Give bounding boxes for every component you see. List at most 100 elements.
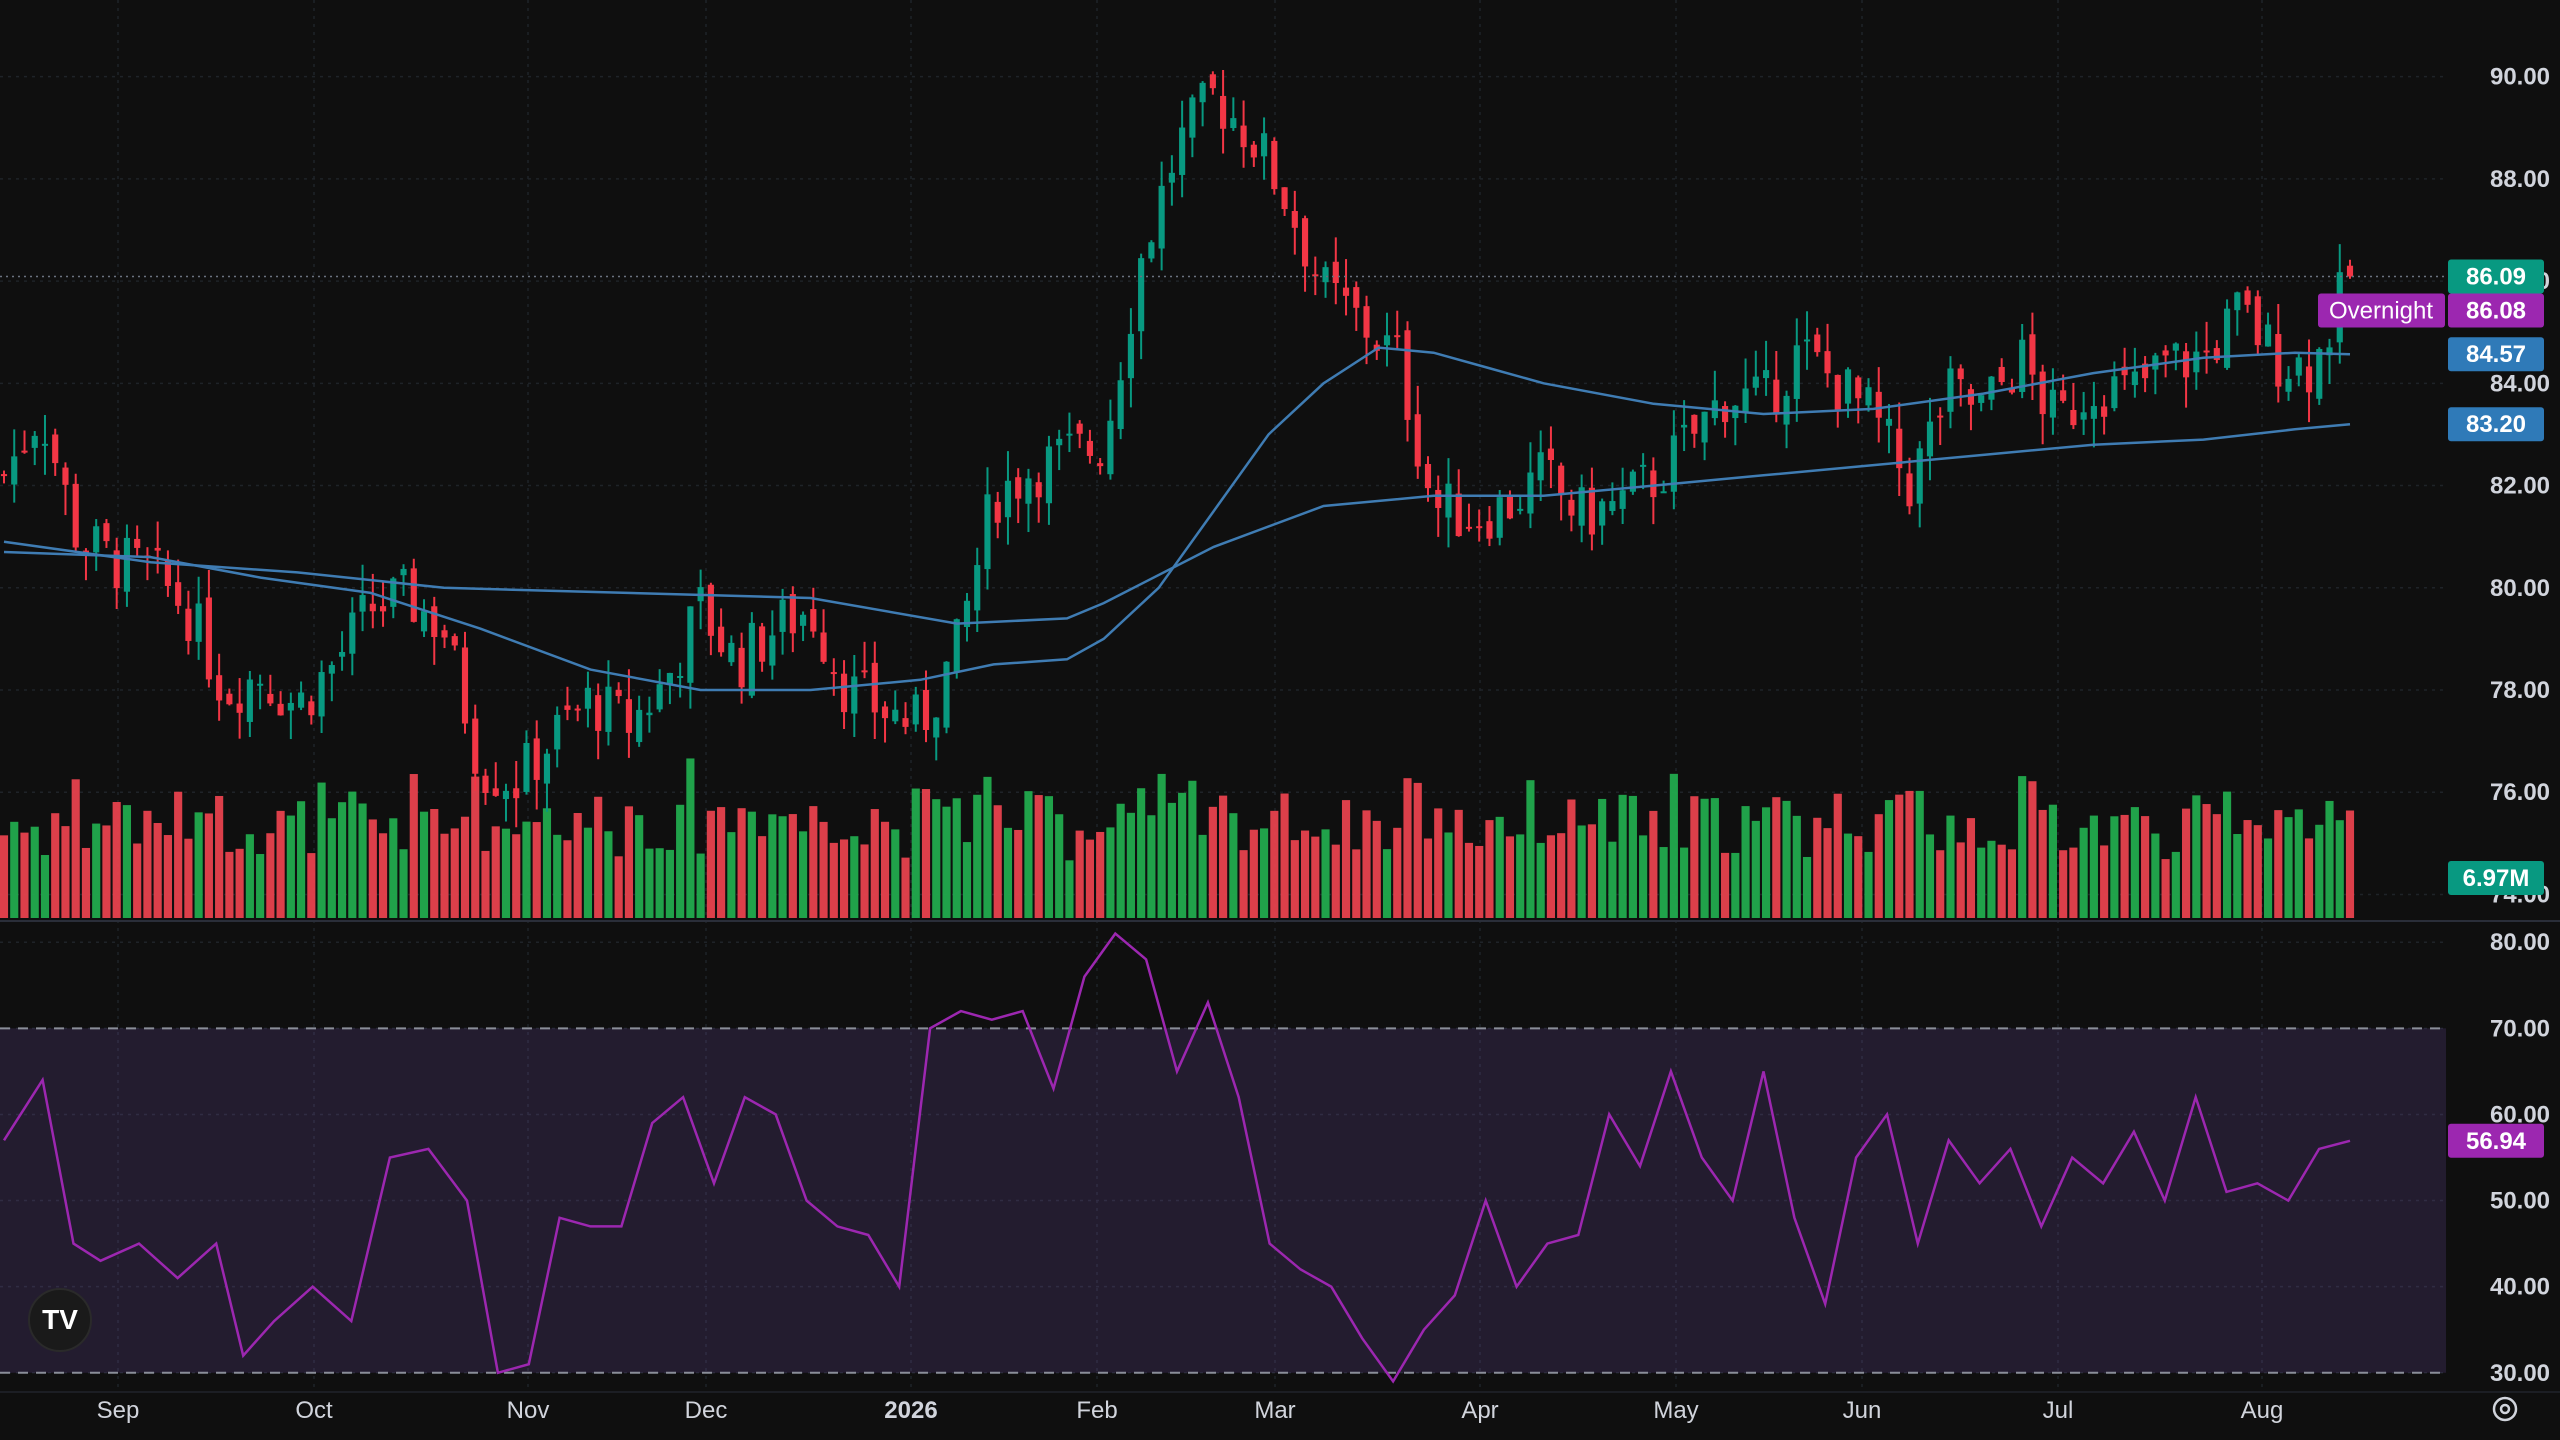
candle-body[interactable]	[994, 501, 1001, 523]
candle-body[interactable]	[2316, 348, 2323, 399]
candle-body[interactable]	[1793, 345, 1800, 399]
candle-body[interactable]	[1967, 389, 1975, 405]
candle-body[interactable]	[461, 647, 469, 724]
candle-body[interactable]	[1742, 388, 1749, 412]
candle-body[interactable]	[2121, 366, 2128, 376]
candle-body[interactable]	[410, 568, 417, 622]
candle-body[interactable]	[2152, 355, 2159, 370]
candle-body[interactable]	[1435, 489, 1442, 508]
candle-body[interactable]	[2162, 350, 2169, 356]
candle-body[interactable]	[1773, 379, 1780, 415]
candle-body[interactable]	[2234, 292, 2241, 311]
candle-body[interactable]	[420, 611, 428, 632]
candle-body[interactable]	[379, 606, 387, 612]
candle-body[interactable]	[595, 695, 602, 731]
candle-body[interactable]	[1076, 423, 1083, 434]
candle-body[interactable]	[1056, 438, 1063, 446]
candle-body[interactable]	[41, 443, 49, 446]
candle-body[interactable]	[1138, 258, 1145, 332]
candle-body[interactable]	[1312, 274, 1319, 277]
candle-body[interactable]	[851, 676, 858, 714]
candle-body[interactable]	[656, 684, 663, 710]
candle-body[interactable]	[185, 608, 192, 641]
candle-body[interactable]	[359, 595, 366, 612]
candle-body[interactable]	[2285, 378, 2292, 392]
candle-body[interactable]	[1107, 420, 1114, 475]
candle-body[interactable]	[1045, 446, 1053, 504]
candle-body[interactable]	[963, 600, 971, 627]
candle-body[interactable]	[164, 560, 171, 586]
candle-body[interactable]	[2019, 339, 2026, 392]
candle-body[interactable]	[1537, 452, 1544, 481]
candle-body[interactable]	[1619, 490, 1626, 509]
candle-body[interactable]	[2203, 350, 2210, 353]
candle-body[interactable]	[2060, 390, 2067, 401]
candle-body[interactable]	[1465, 526, 1473, 529]
candle-body[interactable]	[1353, 287, 1360, 308]
candle-body[interactable]	[1599, 501, 1606, 526]
candle-body[interactable]	[1957, 368, 1964, 380]
candle-body[interactable]	[769, 635, 776, 666]
candle-body[interactable]	[1086, 440, 1093, 456]
candle-body[interactable]	[1558, 465, 1565, 494]
candle-body[interactable]	[1916, 448, 1923, 504]
candle-body[interactable]	[472, 718, 479, 774]
candle-body[interactable]	[1670, 435, 1677, 492]
candle-body[interactable]	[277, 703, 284, 716]
candle-body[interactable]	[482, 775, 489, 793]
candle-body[interactable]	[574, 708, 581, 711]
candle-body[interactable]	[451, 636, 458, 646]
candle-body[interactable]	[502, 790, 510, 800]
candle-body[interactable]	[543, 753, 551, 784]
candle-body[interactable]	[707, 584, 714, 636]
candle-body[interactable]	[943, 661, 950, 728]
candle-body[interactable]	[1722, 406, 1729, 423]
candle-body[interactable]	[953, 619, 960, 672]
candle-body[interactable]	[1486, 521, 1493, 539]
candle-body[interactable]	[1875, 391, 1882, 418]
candle-body[interactable]	[1701, 411, 1708, 443]
candle-body[interactable]	[369, 603, 376, 612]
candle-body[interactable]	[1527, 472, 1534, 514]
candle-body[interactable]	[2131, 371, 2138, 386]
candle-body[interactable]	[1855, 377, 1862, 399]
candle-body[interactable]	[666, 672, 673, 686]
candle-body[interactable]	[615, 689, 622, 697]
candle-body[interactable]	[912, 694, 919, 725]
candle-body[interactable]	[1926, 421, 1934, 457]
candle-body[interactable]	[338, 651, 346, 657]
candle-body[interactable]	[830, 672, 837, 675]
candle-body[interactable]	[195, 603, 202, 642]
candle-body[interactable]	[1209, 74, 1216, 89]
candle-body[interactable]	[1066, 433, 1073, 436]
candle-body[interactable]	[2244, 290, 2251, 305]
candle-body[interactable]	[1947, 368, 1954, 412]
candle-body[interactable]	[113, 550, 120, 589]
candle-body[interactable]	[1230, 118, 1237, 129]
candle-body[interactable]	[554, 714, 561, 750]
candle-body[interactable]	[1261, 133, 1268, 157]
candle-body[interactable]	[2090, 406, 2097, 419]
candle-body[interactable]	[718, 626, 725, 653]
settings-gear-icon[interactable]	[2488, 1392, 2522, 1426]
candle-body[interactable]	[2039, 371, 2046, 415]
candle-body[interactable]	[564, 705, 571, 710]
candle-body[interactable]	[1424, 464, 1432, 489]
candle-body[interactable]	[1834, 374, 1841, 410]
candle-body[interactable]	[1814, 334, 1821, 353]
candle-body[interactable]	[1148, 242, 1155, 259]
candle-body[interactable]	[974, 565, 981, 611]
candle-body[interactable]	[677, 675, 684, 678]
candle-body[interactable]	[0, 474, 8, 477]
candle-body[interactable]	[1906, 473, 1913, 507]
candle-body[interactable]	[349, 612, 356, 654]
candle-body[interactable]	[1896, 428, 1903, 469]
candle-body[interactable]	[922, 689, 930, 731]
candle-body[interactable]	[441, 630, 448, 638]
candle-body[interactable]	[1004, 480, 1012, 518]
candle-body[interactable]	[400, 568, 407, 576]
candle-body[interactable]	[2346, 265, 2354, 277]
candle-body[interactable]	[82, 550, 90, 553]
candle-body[interactable]	[1015, 477, 1022, 499]
